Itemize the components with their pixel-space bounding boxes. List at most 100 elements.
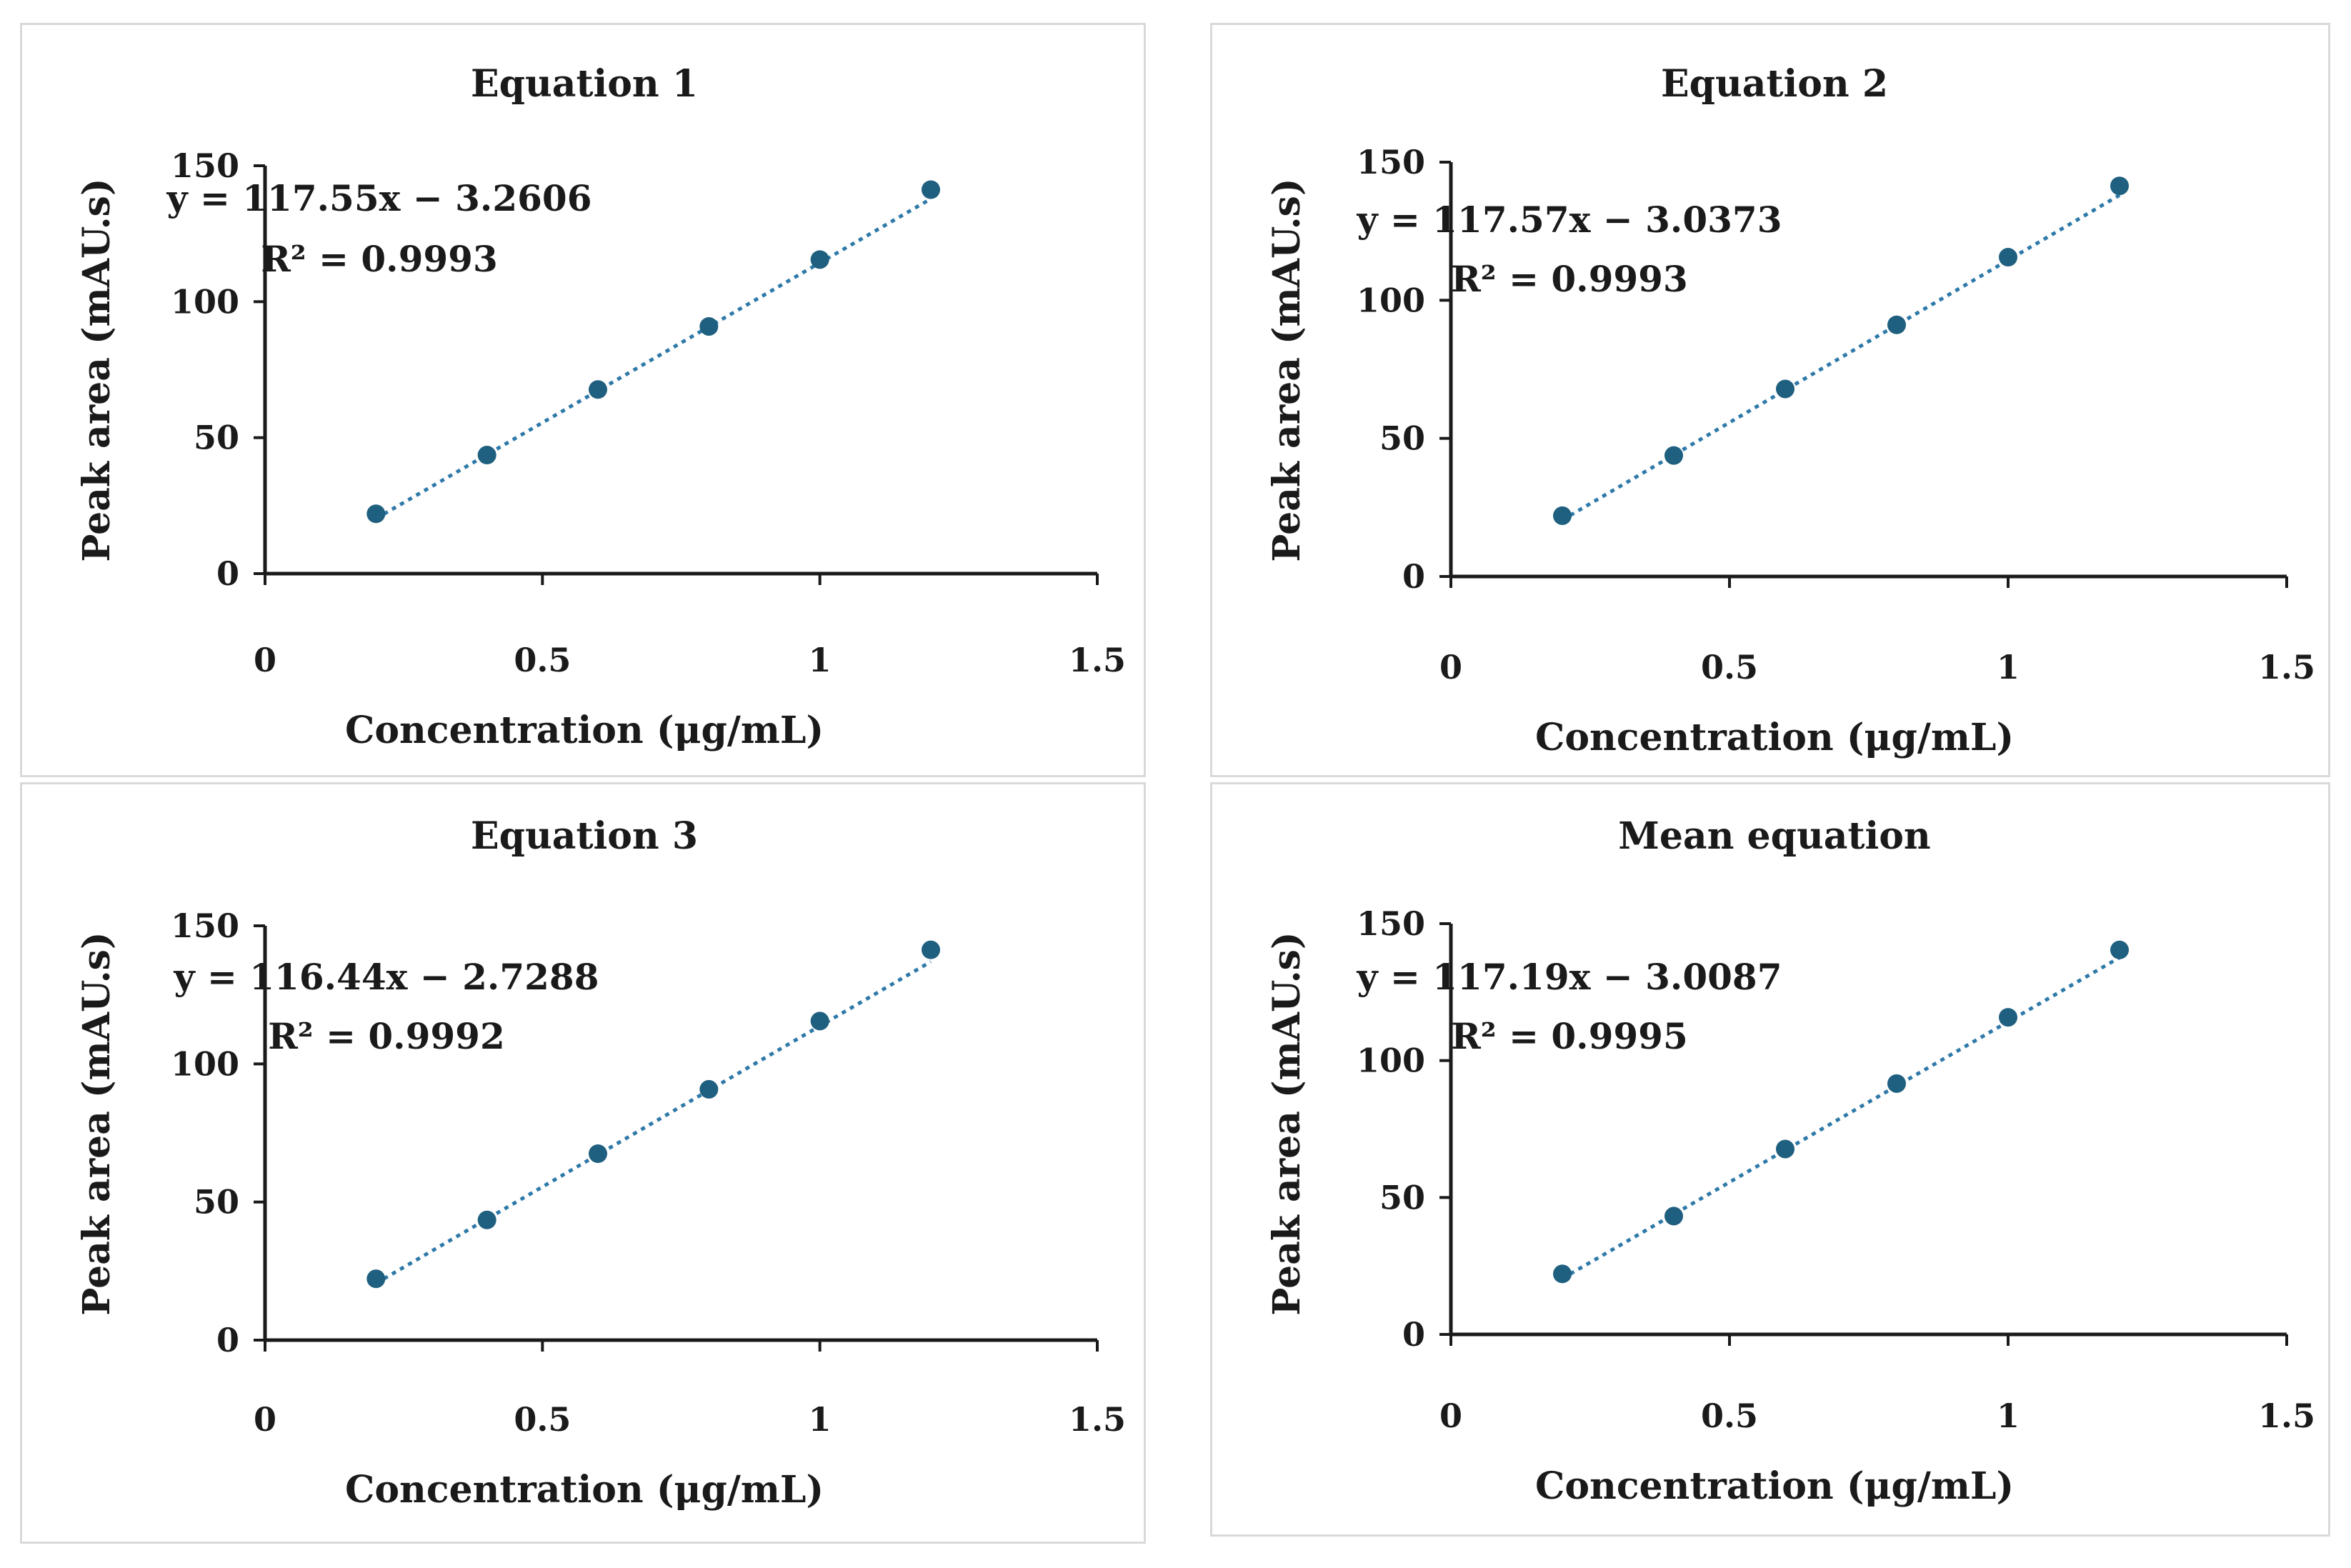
trendline xyxy=(1561,956,2121,1280)
data-point xyxy=(922,940,940,959)
x-tick-label: 0.5 xyxy=(1701,648,1758,686)
chart-title: Equation 2 xyxy=(1661,62,1888,106)
trendline-equation: y = 116.44x − 2.7288 xyxy=(174,956,599,998)
y-tick-label: 100 xyxy=(171,282,239,321)
data-point xyxy=(810,250,829,269)
data-point xyxy=(699,1079,719,1099)
data-point xyxy=(699,316,719,336)
data-point xyxy=(2110,176,2129,196)
x-tick-label: 1 xyxy=(809,1400,832,1439)
chart-title: Equation 3 xyxy=(471,814,698,858)
x-axis-label: Concentration (μg/mL) xyxy=(1535,1464,2014,1508)
y-axis-label: Peak area (mAU.s) xyxy=(1265,932,1309,1315)
axes xyxy=(1439,922,2288,1346)
chart-svg-equation-1: Equation 1 Concentration (μg/mL) Peak ar… xyxy=(75,62,1126,752)
data-point xyxy=(1776,1139,1795,1159)
data-point xyxy=(2110,940,2129,959)
x-tick-label: 1.5 xyxy=(1069,1400,1126,1439)
y-tick-labels: 0 50 100 150 xyxy=(1357,904,1425,1354)
chart-title: Equation 1 xyxy=(471,62,698,106)
x-tick-label: 0 xyxy=(1439,648,1462,686)
r-squared-label: R² = 0.9993 xyxy=(1451,258,1688,300)
y-tick-label: 150 xyxy=(171,907,239,945)
data-point xyxy=(1553,506,1572,525)
x-tick-label: 1.5 xyxy=(2258,1397,2315,1435)
data-marks xyxy=(366,180,940,524)
y-tick-label: 50 xyxy=(1379,419,1425,458)
axes xyxy=(254,164,1099,585)
chart-svg-mean-equation: Mean equation Concentration (μg/mL) Peak… xyxy=(1265,814,2315,1508)
x-tick-label: 0.5 xyxy=(1701,1397,1758,1435)
x-tick-label: 1 xyxy=(1997,1397,2020,1435)
x-tick-label: 1 xyxy=(809,641,832,679)
x-tick-label: 1 xyxy=(1997,648,2020,686)
x-tick-label: 1.5 xyxy=(1069,641,1126,679)
x-axis-label: Concentration (μg/mL) xyxy=(1535,716,2014,759)
axes xyxy=(1439,161,2288,588)
y-tick-label: 100 xyxy=(1357,1042,1425,1080)
r-squared-label: R² = 0.9993 xyxy=(261,238,498,280)
data-marks xyxy=(366,940,940,1289)
x-tick-label: 0 xyxy=(1439,1397,1462,1435)
data-point xyxy=(1999,1008,2017,1027)
data-point xyxy=(1999,248,2017,267)
y-tick-label: 0 xyxy=(1402,1315,1425,1354)
chart-svg-equation-2: Equation 2 Concentration (μg/mL) Peak ar… xyxy=(1265,62,2315,759)
y-tick-label: 50 xyxy=(194,1183,239,1222)
data-point xyxy=(922,180,940,199)
chart-panel-equation-1: Equation 1 Concentration (μg/mL) Peak ar… xyxy=(20,23,1146,777)
y-tick-label: 150 xyxy=(1357,143,1425,181)
data-marks xyxy=(1553,176,2129,525)
data-point xyxy=(1553,1264,1572,1284)
x-axis-label: Concentration (μg/mL) xyxy=(345,709,824,752)
x-tick-labels: 0 0.5 1 1.5 xyxy=(1439,1397,2315,1435)
data-point xyxy=(1664,1207,1683,1226)
y-tick-labels: 0 50 100 150 xyxy=(171,146,239,593)
y-axis-label: Peak area (mAU.s) xyxy=(75,178,119,561)
data-point xyxy=(366,504,386,524)
trendline-equation: y = 117.55x − 3.2606 xyxy=(166,177,592,219)
r-squared-label: R² = 0.9995 xyxy=(1451,1015,1688,1057)
x-tick-label: 0 xyxy=(254,641,276,679)
x-tick-label: 0.5 xyxy=(514,641,571,679)
chart-panel-mean-equation: Mean equation Concentration (μg/mL) Peak… xyxy=(1210,782,2330,1537)
data-marks xyxy=(1553,940,2129,1284)
y-tick-label: 100 xyxy=(1357,281,1425,319)
y-tick-label: 0 xyxy=(1402,557,1425,596)
data-point xyxy=(1887,1074,1906,1093)
x-axis-label: Concentration (μg/mL) xyxy=(345,1468,824,1512)
chart-panel-equation-3: Equation 3 Concentration (μg/mL) Peak ar… xyxy=(20,782,1146,1544)
y-tick-label: 50 xyxy=(1379,1178,1425,1217)
data-point xyxy=(477,446,496,465)
data-point xyxy=(366,1269,386,1289)
y-axis-label: Peak area (mAU.s) xyxy=(75,932,119,1315)
chart-svg-equation-3: Equation 3 Concentration (μg/mL) Peak ar… xyxy=(75,814,1126,1512)
y-tick-label: 50 xyxy=(194,419,239,457)
y-tick-labels: 0 50 100 150 xyxy=(1357,143,1425,596)
trendline xyxy=(1561,194,2121,521)
data-point xyxy=(589,1144,607,1163)
axes xyxy=(254,924,1099,1352)
r-squared-label: R² = 0.9992 xyxy=(268,1015,505,1057)
x-tick-labels: 0 0.5 1 1.5 xyxy=(254,641,1126,679)
y-tick-label: 0 xyxy=(216,1321,239,1359)
x-tick-label: 0 xyxy=(254,1400,276,1439)
data-point xyxy=(810,1012,829,1031)
trendline-equation: y = 117.57x − 3.0373 xyxy=(1357,199,1782,241)
chart-title: Mean equation xyxy=(1618,814,1930,858)
trendline xyxy=(375,960,932,1285)
trendline xyxy=(375,197,932,521)
data-point xyxy=(477,1210,496,1229)
data-point xyxy=(1776,379,1795,399)
x-tick-label: 1.5 xyxy=(2258,648,2315,686)
y-tick-label: 150 xyxy=(1357,904,1425,943)
y-tick-labels: 0 50 100 150 xyxy=(171,907,239,1359)
data-point xyxy=(1664,446,1683,465)
x-tick-labels: 0 0.5 1 1.5 xyxy=(254,1400,1126,1439)
y-tick-label: 0 xyxy=(216,554,239,593)
x-tick-labels: 0 0.5 1 1.5 xyxy=(1439,648,2315,686)
y-tick-label: 150 xyxy=(171,146,239,185)
data-point xyxy=(1887,315,1906,334)
data-point xyxy=(589,380,607,399)
chart-panel-equation-2: Equation 2 Concentration (μg/mL) Peak ar… xyxy=(1210,23,2330,777)
